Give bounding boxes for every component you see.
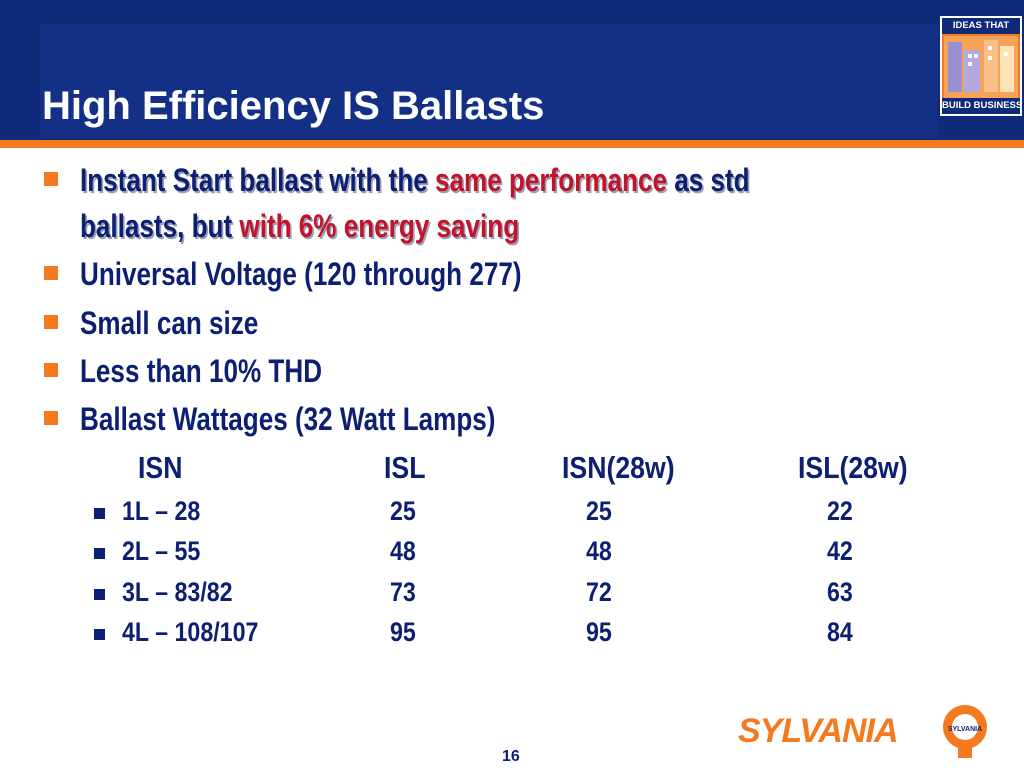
title-underline [0,140,1024,148]
bullet-1-text-c: as std [666,162,750,198]
bullet-1-line-1: Instant Start ballast with the same perf… [80,162,750,199]
sub-bullet-square-icon [94,629,105,640]
sylvania-bulb-icon: SYLVANIA [943,705,987,758]
badge-bottom-text: BUILD BUSINESS [942,98,1022,114]
bullet-4: Less than 10% THD [80,353,323,389]
table-row-1-lamps: 1L – 28 [122,496,201,526]
bullet-1-highlight-b: with 6% energy saving [239,208,520,244]
column-header-isn-28w: ISN(28w) [562,450,675,485]
table-row-3-isl: 73 [390,577,416,607]
sub-bullet-square-icon [94,508,105,519]
building-icon [944,36,1018,98]
bullet-1-text-a: Instant Start ballast with the [80,162,436,198]
table-row-3-lamps: 3L – 83/82 [122,577,233,607]
sylvania-logo-text: SYLVANIA [738,712,899,750]
bullet-square-icon [44,411,58,425]
table-row-4-isl-28w: 84 [827,617,853,647]
column-header-isl: ISL [384,450,426,485]
bullet-square-icon [44,363,58,377]
table-row-4-isn-28w: 95 [586,617,612,647]
table-row-2-isn-28w: 48 [586,536,612,566]
bullet-1-line-2: ballasts, but with 6% energy saving [80,208,519,245]
bullet-square-icon [44,172,58,186]
title-bar-panel [40,24,938,138]
badge-top-text: IDEAS THAT [942,18,1020,34]
bullet-1-highlight-a: same performance [435,162,667,198]
column-header-isn: ISN [138,450,183,485]
bullet-1-text-d: ballasts, but [80,208,240,244]
ideas-badge-logo: IDEAS THAT BUILD BUSINESS [940,16,1022,116]
bullet-3: Small can size [80,305,259,341]
table-row-2-isl: 48 [390,536,416,566]
table-row-1-isl: 25 [390,496,416,526]
bullet-square-icon [44,266,58,280]
logo-badge-text: SYLVANIA [948,726,982,733]
slide-title: High Efficiency IS Ballasts [42,84,545,128]
sub-bullet-square-icon [94,589,105,600]
table-row-2-isl-28w: 42 [827,536,853,566]
bullet-2: Universal Voltage (120 through 277) [80,256,522,292]
table-row-1-isn-28w: 25 [586,496,612,526]
table-row-4-lamps: 4L – 108/107 [122,617,259,647]
page-number: 16 [502,748,520,765]
table-row-3-isn-28w: 72 [586,577,612,607]
sub-bullet-square-icon [94,548,105,559]
column-header-isl-28w: ISL(28w) [798,450,908,485]
title-bar [0,0,1024,140]
table-row-4-isl: 95 [390,617,416,647]
bullet-5: Ballast Wattages (32 Watt Lamps) [80,401,496,437]
table-row-3-isl-28w: 63 [827,577,853,607]
table-row-2-lamps: 2L – 55 [122,536,201,566]
table-row-1-isl-28w: 22 [827,496,853,526]
bullet-square-icon [44,315,58,329]
